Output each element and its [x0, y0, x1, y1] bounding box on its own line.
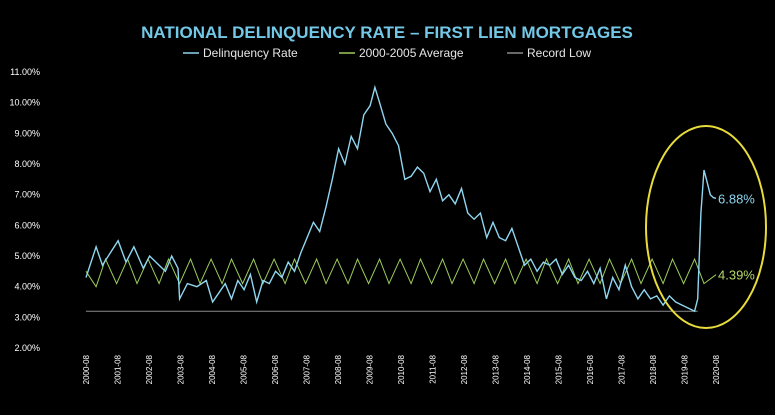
legend-item-average: 2000-2005 Average — [339, 46, 464, 60]
x-tick-label: 2003-08 — [177, 354, 186, 384]
x-tick-label: 2018-08 — [649, 354, 658, 384]
y-tick-label: 2.00% — [14, 343, 40, 353]
y-tick-label: 8.00% — [14, 159, 40, 169]
x-tick-label: 2008-08 — [334, 354, 343, 384]
legend-label-average: 2000-2005 Average — [359, 46, 464, 60]
y-tick-label: 9.00% — [14, 128, 40, 138]
y-tick-label: 11.00% — [10, 67, 40, 77]
annotation-average: 4.39% — [718, 268, 755, 283]
y-tick-label: 7.00% — [14, 190, 40, 200]
average-line — [85, 257, 717, 288]
x-tick-label: 2019-08 — [681, 354, 690, 384]
x-axis-ticks: 2000-08 2001-08 2002-08 2003-08 2004-08 2005-… — [82, 354, 721, 384]
x-tick-label: 2013-08 — [492, 354, 501, 384]
x-tick-label: 2015-08 — [555, 354, 564, 384]
x-tick-label: 2002-08 — [145, 354, 154, 384]
x-tick-label: 2011-08 — [429, 354, 438, 383]
x-tick-label: 2006-08 — [271, 354, 280, 384]
legend-item-delinquency: Delinquency Rate — [183, 46, 298, 60]
legend-label-record-low: Record Low — [527, 46, 591, 60]
x-tick-label: 2017-08 — [618, 354, 627, 384]
x-tick-label: 2001-08 — [114, 354, 123, 384]
y-tick-label: 10.00% — [9, 98, 40, 108]
highlight-ellipse — [645, 125, 767, 329]
x-tick-label: 2010-08 — [397, 354, 406, 384]
y-tick-label: 4.00% — [14, 282, 40, 292]
y-tick-label: 5.00% — [14, 251, 40, 261]
x-tick-label: 2009-08 — [366, 354, 375, 384]
y-tick-label: 6.00% — [14, 220, 40, 230]
legend: Delinquency Rate 2000-2005 Average Recor… — [183, 46, 591, 60]
y-tick-label: 3.00% — [14, 312, 40, 322]
x-tick-label: 2014-08 — [523, 354, 532, 384]
x-tick-label: 2004-08 — [208, 354, 217, 384]
x-tick-label: 2007-08 — [303, 354, 312, 384]
x-tick-label: 2000-08 — [82, 354, 91, 384]
x-tick-label: 2020-08 — [712, 354, 721, 384]
x-tick-label: 2012-08 — [460, 354, 469, 384]
legend-item-record-low: Record Low — [507, 46, 591, 60]
legend-label-delinquency: Delinquency Rate — [203, 46, 298, 60]
y-axis-ticks: 2.00% 3.00% 4.00% 5.00% 6.00% 7.00% 8.00% 9.00%… — [9, 67, 40, 353]
x-tick-label: 2005-08 — [240, 354, 249, 384]
delinquency-line — [85, 84, 717, 313]
x-tick-label: 2016-08 — [586, 354, 595, 384]
chart-title: NATIONAL DELINQUENCY RATE – FIRST LIEN M… — [141, 23, 633, 42]
annotation-delinquency: 6.88% — [718, 191, 755, 206]
